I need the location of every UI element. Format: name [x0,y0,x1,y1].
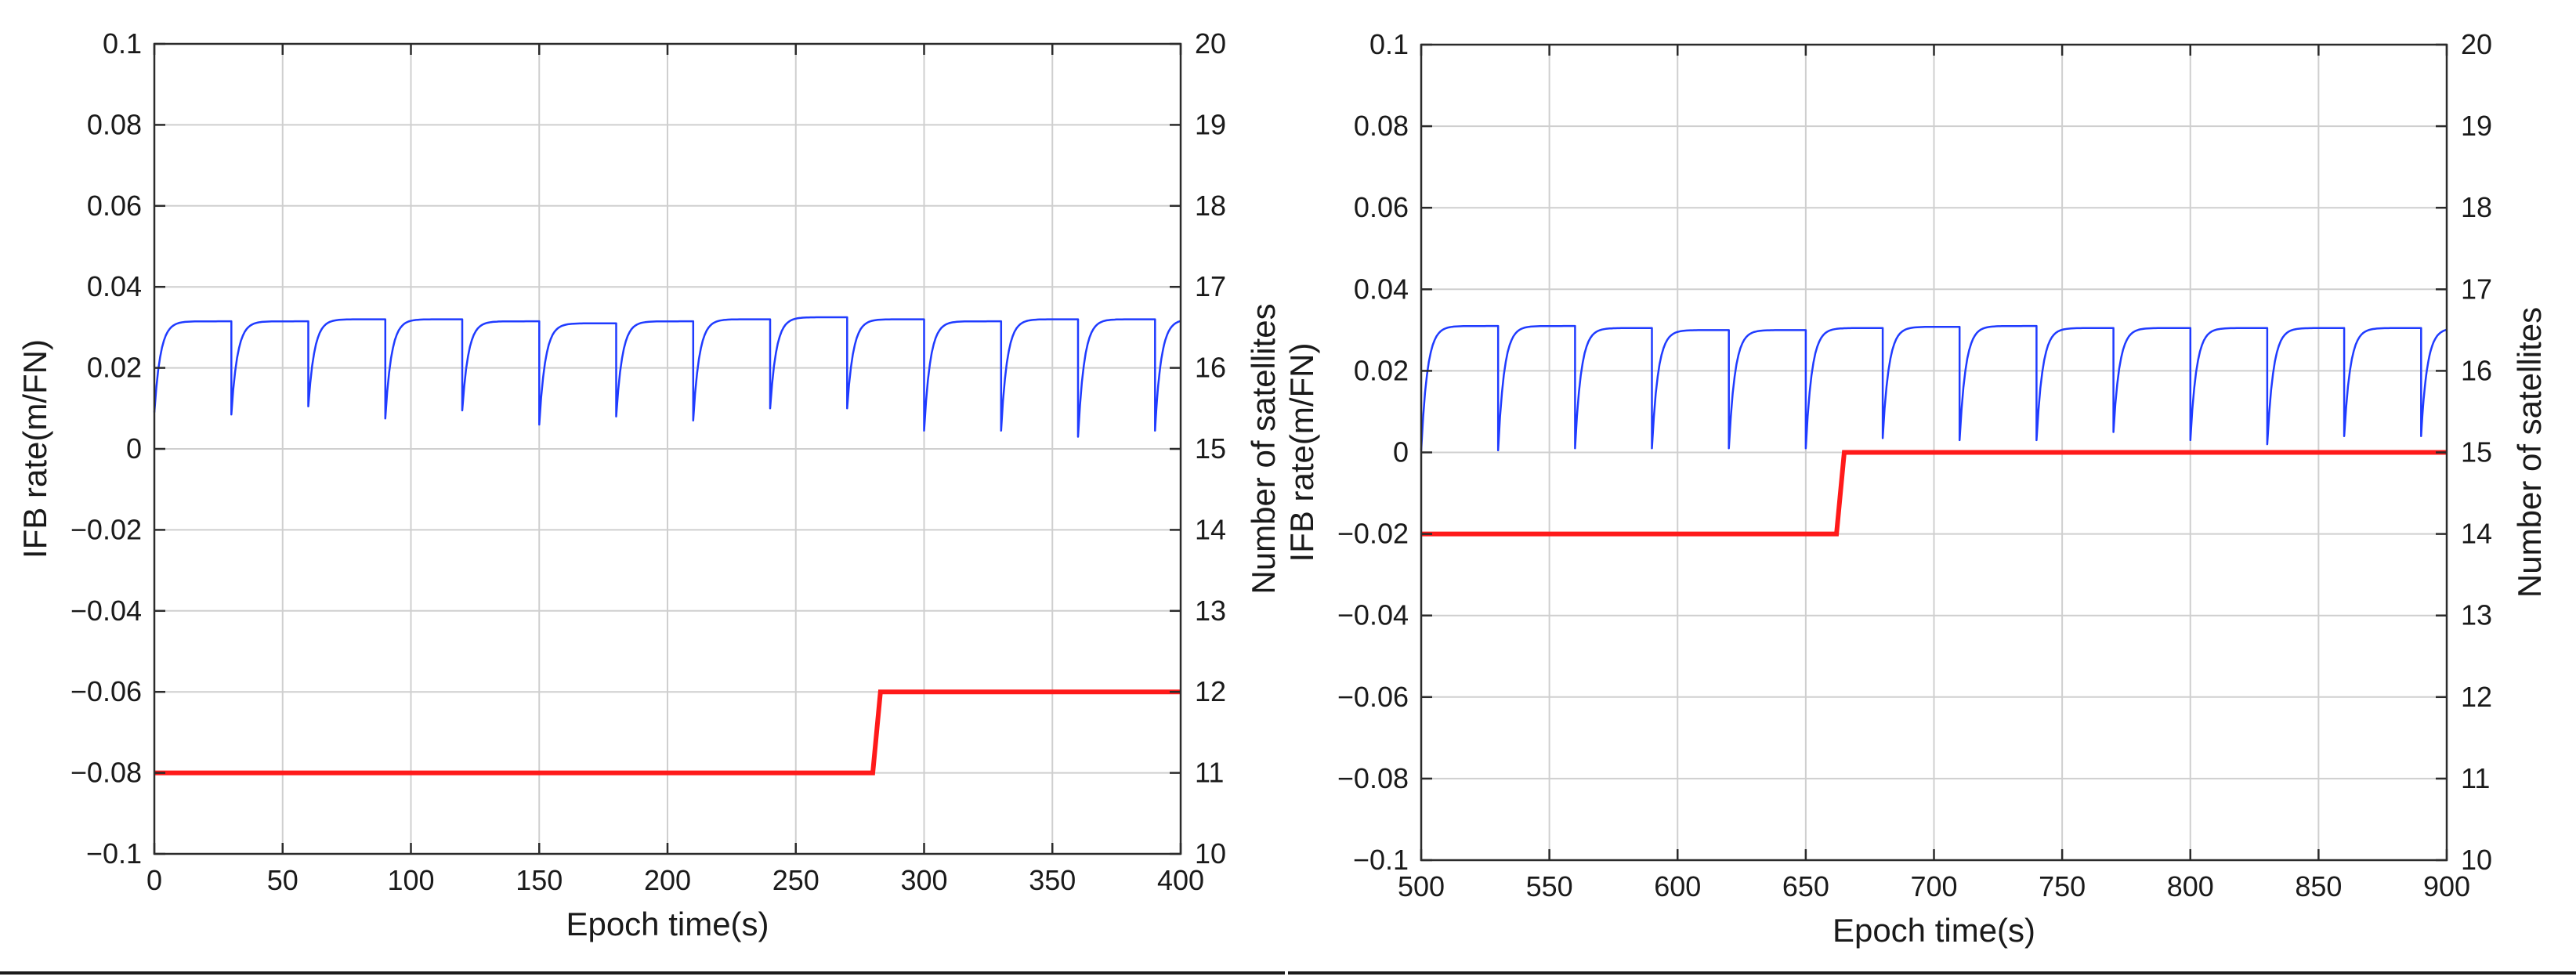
x-tick-label: 550 [1526,870,1573,902]
x-tick-label: 350 [1029,864,1076,896]
y-right-tick-label: 14 [1195,513,1226,545]
y-left-tick-label: 0.06 [87,190,142,222]
y-right-tick-label: 19 [1195,108,1226,140]
x-tick-label: 700 [1910,870,1957,902]
left-chart: 0 50 100 150 200 250 300 350 4000.10.080.060.040… [16,27,1282,942]
x-tick-label: 200 [644,864,691,896]
y-left-axis-label: IFB rate(m/FN) [1288,343,1320,562]
y-right-tick-label: 12 [2461,681,2492,713]
y-right-tick-label: 20 [2461,28,2492,60]
y-right-tick-label: 15 [2461,436,2492,468]
satellite-count-line [1421,450,2447,537]
y-right-tick-label: 13 [2461,599,2492,631]
x-axis-label: Epoch time(s) [1833,912,2035,949]
y-right-tick-label: 17 [1195,270,1226,302]
y-right-tick-label: 16 [2461,354,2492,386]
y-right-tick-label: 20 [1195,27,1226,60]
x-tick-label: 400 [1157,864,1204,896]
y-left-tick-label: 0 [1393,436,1409,468]
y-left-axis-label: IFB rate(m/FN) [16,339,53,559]
y-left-tick-label: 0.1 [1369,28,1409,60]
right-chart-panel: 500 550 600 650 700 750 800 850 900 0.1 0.08 0.06 0.… [1288,0,2576,980]
left-chart-panel: 0 50 100 150 200 250 300 350 400 0.1 0.08 0.06 0.04 0… [16,27,1282,942]
y-right-tick-label: 17 [2461,273,2492,305]
x-tick-label: 750 [2039,870,2086,902]
x-tick-label: 850 [2295,870,2342,902]
y-right-tick-label: 18 [1195,190,1226,222]
y-right-tick-label: 10 [1195,837,1226,870]
x-tick-label: 150 [516,864,563,896]
y-left-tick-label: −0.04 [1337,599,1409,631]
bottom-rule-left [0,971,1285,975]
x-tick-label: 100 [387,864,434,896]
y-left-tick-label: 0.06 [1354,191,1409,223]
y-left-tick-label: −0.08 [1337,762,1409,794]
y-left-tick-label: 0.08 [1354,110,1409,142]
y-left-tick-label: 0.04 [1354,273,1409,305]
x-tick-label: 650 [1782,870,1829,902]
y-right-tick-label: 13 [1195,595,1226,627]
y-left-tick-label: −0.02 [1337,518,1409,550]
y-left-tick-label: −0.04 [71,595,142,627]
y-left-tick-label: 0 [126,432,142,465]
x-tick-label: 800 [2167,870,2214,902]
y-left-tick-label: −0.1 [1353,844,1409,876]
x-tick-label: 900 [2423,870,2470,902]
x-axis-label: Epoch time(s) [566,906,769,942]
y-right-tick-label: 18 [2461,191,2492,223]
y-right-tick-label: 11 [2461,762,2490,794]
y-left-tick-label: 0.04 [87,270,142,302]
bottom-rule-right [1288,971,2576,975]
y-right-tick-label: 10 [2461,844,2492,876]
y-left-tick-label: −0.02 [71,513,142,545]
right-chart: 500 550 600 650 700 750 800 850 900 0.1 0.08 0.06 0.… [1288,28,2548,949]
y-right-tick-label: 19 [2461,110,2492,142]
y-left-tick-label: 0.02 [1354,354,1409,386]
x-tick-label: 50 [267,864,298,896]
y-right-tick-label: 15 [1195,432,1226,465]
y-right-tick-label: 14 [2461,518,2492,550]
y-left-tick-label: −0.06 [1337,681,1409,713]
y-left-tick-label: −0.1 [86,837,142,870]
y-left-tick-label: 0.1 [103,27,142,60]
y-right-axis-label: Number of satellites [2511,307,2548,598]
ifb-rate-line [153,316,1181,438]
y-right-tick-label: 16 [1195,352,1226,384]
y-right-tick-label: 12 [1195,675,1226,707]
y-left-tick-label: −0.08 [71,757,142,789]
y-left-tick-label: 0.02 [87,352,142,384]
x-tick-label: 0 [147,864,162,896]
x-tick-label: 250 [772,864,819,896]
x-tick-label: 300 [900,864,947,896]
ifb-rate-line [1420,324,2448,452]
x-tick-label: 500 [1398,870,1445,902]
y-left-tick-label: −0.06 [71,675,142,707]
y-right-axis-label: Number of satellites [1245,303,1282,594]
x-tick-label: 600 [1654,870,1701,902]
satellite-count-line [154,689,1181,776]
y-right-tick-label: 11 [1195,757,1224,789]
y-left-tick-label: 0.08 [87,108,142,140]
